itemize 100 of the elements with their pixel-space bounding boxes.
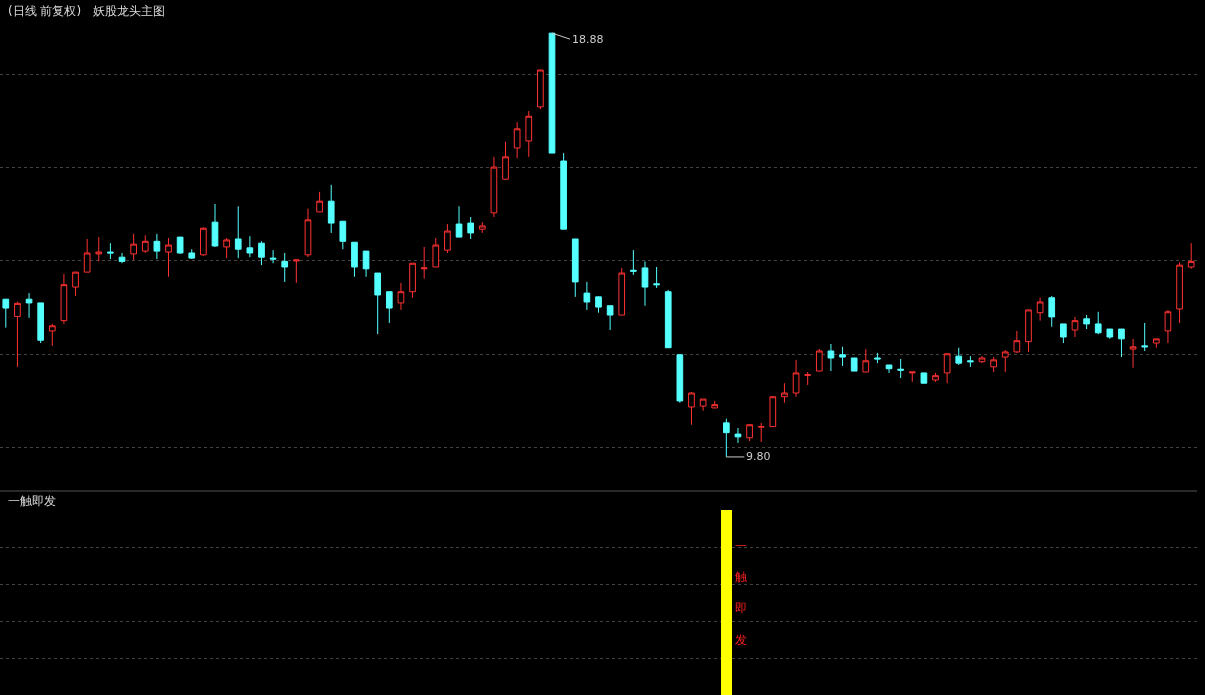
candlestick — [769, 396, 777, 428]
candlestick — [269, 249, 277, 264]
candlestick — [409, 262, 416, 299]
candlestick — [1187, 242, 1195, 270]
candlestick — [664, 289, 672, 349]
candlestick — [781, 382, 788, 404]
candlestick — [920, 372, 928, 384]
candlestick — [327, 184, 335, 234]
candlestick — [432, 237, 440, 268]
candlestick — [757, 422, 765, 443]
candlestick — [1094, 311, 1102, 335]
candlestick — [792, 359, 800, 398]
candlestick — [885, 364, 893, 374]
candlestick — [1001, 349, 1009, 373]
candlestick — [304, 208, 312, 258]
candlestick — [2, 298, 10, 329]
candlestick — [1176, 261, 1183, 324]
candlestick — [850, 357, 858, 372]
candlestick — [722, 418, 730, 458]
candlestick — [118, 252, 126, 264]
candlestick — [188, 248, 196, 260]
candlestick — [200, 226, 207, 257]
candlestick — [153, 233, 161, 260]
candlestick — [943, 353, 951, 384]
candlestick — [978, 355, 986, 364]
candlestick — [955, 347, 963, 366]
candlestick — [165, 237, 172, 278]
candlestick — [234, 205, 242, 259]
candlestick — [908, 371, 916, 383]
candlestick — [130, 233, 137, 261]
candlestick — [490, 156, 498, 218]
candlestick — [897, 358, 904, 379]
candlestick — [1060, 323, 1067, 344]
candlestick — [1083, 314, 1090, 330]
candlestick — [874, 352, 881, 364]
candlestick — [258, 240, 265, 266]
candlestick — [281, 252, 289, 283]
candlestick — [420, 246, 428, 280]
candlestick — [293, 259, 300, 284]
candlestick — [653, 266, 660, 289]
candlestick — [362, 250, 370, 278]
candlestick — [1071, 316, 1079, 338]
candlestick — [467, 216, 475, 240]
candlestick — [223, 237, 230, 259]
candlestick — [699, 398, 707, 412]
candlestick — [932, 372, 939, 383]
candlestick — [246, 235, 254, 258]
candlestick — [25, 292, 33, 319]
candlestick — [176, 236, 184, 255]
candlestick — [72, 271, 79, 297]
annotation: 18.88 — [572, 33, 604, 46]
candlestick — [839, 346, 846, 367]
candlestick — [1013, 330, 1021, 354]
candlestick — [513, 121, 521, 159]
annotation: 9.80 — [746, 450, 771, 463]
candlestick — [1036, 297, 1044, 322]
candlestick — [711, 400, 719, 409]
candlestick — [455, 205, 463, 238]
candlestick — [37, 302, 45, 344]
candlestick — [478, 221, 486, 234]
candlestick — [397, 282, 405, 311]
candlestick — [746, 424, 753, 442]
candlestick — [595, 296, 602, 314]
candlestick — [14, 301, 21, 368]
candlestick — [862, 348, 870, 373]
candlestick — [990, 356, 997, 373]
chart-title: (日线 前复权) 妖股龙头主图 — [8, 4, 165, 18]
candlestick — [641, 260, 649, 307]
candlestick — [1048, 295, 1056, 328]
candlestick — [1152, 338, 1160, 349]
candlestick — [583, 281, 591, 311]
candlestick — [374, 272, 382, 335]
candlestick — [444, 223, 451, 254]
candlestick — [1118, 328, 1125, 358]
candlestick — [60, 273, 68, 325]
candlestick — [339, 220, 347, 250]
candlestick — [1141, 322, 1149, 352]
candlestick — [606, 305, 614, 331]
candlestick — [1164, 309, 1172, 344]
candlestick — [48, 323, 56, 347]
candlestick — [385, 291, 393, 324]
candlestick — [618, 267, 626, 316]
candlestick — [827, 343, 835, 372]
candlestick — [537, 69, 544, 110]
candlestick — [211, 203, 219, 248]
candlestick — [316, 191, 323, 213]
candlestick — [571, 238, 579, 298]
candlestick — [107, 242, 114, 260]
candlestick — [83, 238, 91, 273]
candlestick — [502, 141, 509, 180]
candlestick — [967, 355, 974, 368]
candlestick — [804, 371, 812, 386]
candlestick — [351, 241, 358, 278]
candlestick — [95, 236, 103, 262]
candlestick — [548, 32, 556, 154]
candlestick — [676, 354, 684, 404]
candlestick — [1106, 328, 1114, 340]
chart-title: 一触即发 — [8, 494, 56, 508]
candlestick — [815, 348, 823, 372]
candlestick — [734, 427, 742, 444]
